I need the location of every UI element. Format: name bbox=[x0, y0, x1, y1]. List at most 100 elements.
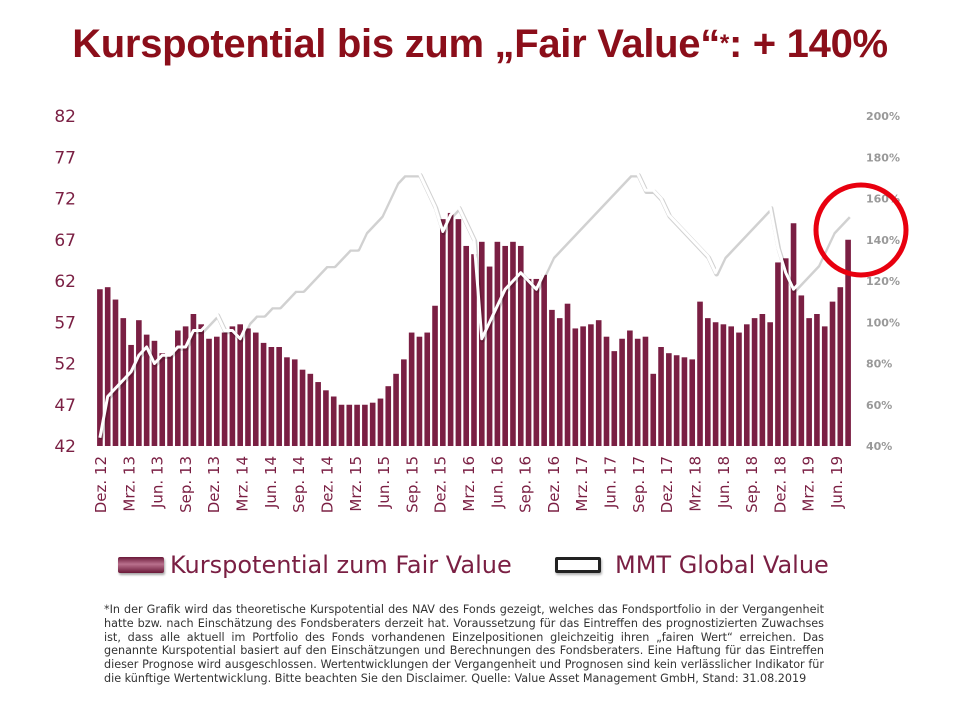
bar bbox=[627, 330, 633, 446]
x-tick-label: Mrz. 13 bbox=[120, 456, 138, 512]
left-y-tick-label: 57 bbox=[54, 313, 76, 333]
bar bbox=[424, 332, 431, 446]
bar bbox=[221, 332, 228, 446]
left-y-tick-label: 77 bbox=[54, 148, 76, 168]
x-tick-label: Sep. 17 bbox=[630, 456, 648, 513]
bar bbox=[237, 324, 243, 446]
bar bbox=[159, 353, 166, 446]
bar bbox=[455, 219, 462, 447]
bar bbox=[245, 328, 251, 446]
bar bbox=[650, 373, 657, 446]
x-tick-label: Jun. 16 bbox=[488, 456, 506, 509]
bar bbox=[837, 287, 844, 446]
bar bbox=[814, 314, 820, 446]
bar bbox=[198, 324, 205, 446]
title-asterisk: * bbox=[719, 30, 729, 57]
x-tick-label: Dez. 13 bbox=[205, 456, 223, 513]
bar bbox=[112, 299, 119, 446]
x-tick-label: Dez. 18 bbox=[771, 456, 789, 513]
bar bbox=[447, 212, 454, 446]
x-tick-label: Jun. 18 bbox=[715, 456, 733, 509]
legend-label-line: MMT Global Value bbox=[615, 551, 829, 579]
x-tick-label: Sep. 16 bbox=[517, 456, 535, 513]
left-y-tick-label: 52 bbox=[54, 355, 76, 375]
right-y-tick-label: 100% bbox=[866, 316, 900, 329]
bar bbox=[525, 278, 532, 446]
bar bbox=[128, 344, 134, 446]
bar bbox=[206, 338, 212, 446]
x-tick-label: Dez. 15 bbox=[432, 456, 450, 513]
x-tick-label: Mrz. 17 bbox=[573, 456, 591, 512]
bar bbox=[494, 241, 501, 446]
bar bbox=[782, 258, 789, 446]
x-tick-label: Mrz. 15 bbox=[347, 456, 365, 512]
left-y-tick-label: 67 bbox=[54, 231, 76, 251]
legend-item-bars: Kurspotential zum Fair Value bbox=[118, 545, 512, 585]
bar bbox=[759, 314, 766, 446]
bar bbox=[323, 390, 329, 446]
legend-item-line: MMT Global Value bbox=[555, 545, 829, 585]
title-main: Kurspotential bis zum „Fair Value“ bbox=[72, 22, 720, 66]
bar bbox=[463, 245, 470, 446]
bar bbox=[346, 404, 353, 446]
bar bbox=[689, 359, 696, 447]
x-tick-label: Sep. 13 bbox=[177, 456, 195, 513]
bar bbox=[136, 320, 142, 446]
bar bbox=[354, 404, 360, 446]
bar bbox=[564, 303, 571, 446]
legend-swatch-bars bbox=[118, 557, 164, 573]
bar bbox=[580, 326, 586, 447]
left-y-tick-label: 42 bbox=[54, 437, 76, 457]
x-tick-label: Jun. 15 bbox=[375, 456, 393, 509]
bar bbox=[175, 330, 181, 446]
bar bbox=[471, 254, 477, 446]
x-tick-label: Jun. 17 bbox=[602, 456, 620, 509]
right-y-tick-label: 60% bbox=[866, 399, 892, 412]
x-tick-label: Dez. 16 bbox=[545, 456, 563, 513]
right-y-tick-label: 200% bbox=[866, 110, 900, 123]
x-axis: Dez. 12 Mrz. 13 Jun. 13 Sep. 13 Dez. 13 Mrz. … bbox=[92, 456, 846, 513]
bar bbox=[268, 347, 275, 446]
bar bbox=[821, 326, 828, 447]
bar bbox=[533, 278, 540, 446]
right-y-axis: 40%60%80%100%120%140%160%180%200% bbox=[866, 110, 900, 453]
bar bbox=[658, 347, 664, 446]
bar bbox=[673, 355, 680, 446]
bar bbox=[276, 347, 282, 446]
bar bbox=[619, 338, 625, 446]
bar bbox=[798, 295, 805, 446]
left-y-tick-label: 62 bbox=[54, 272, 76, 292]
x-tick-label: Sep. 18 bbox=[743, 456, 761, 513]
bar bbox=[510, 241, 516, 446]
bar bbox=[478, 241, 485, 446]
bar bbox=[408, 332, 415, 446]
bar bbox=[385, 386, 392, 446]
bar bbox=[603, 336, 610, 446]
title-suffix: : + 140% bbox=[728, 22, 888, 66]
x-tick-label: Sep. 14 bbox=[290, 456, 308, 513]
bar bbox=[190, 314, 197, 446]
highlight-circle bbox=[813, 182, 909, 278]
bar bbox=[362, 404, 368, 446]
bar bbox=[338, 404, 345, 446]
bar bbox=[829, 301, 836, 447]
x-tick-label: Jun. 14 bbox=[262, 456, 280, 509]
bar bbox=[806, 318, 812, 447]
x-tick-label: Sep. 15 bbox=[403, 456, 421, 513]
right-y-tick-label: 40% bbox=[866, 440, 892, 453]
bar bbox=[252, 332, 259, 446]
bar bbox=[486, 266, 493, 446]
bar bbox=[595, 320, 602, 446]
right-y-tick-label: 120% bbox=[866, 275, 900, 288]
bar bbox=[736, 332, 742, 446]
bar bbox=[416, 336, 423, 446]
bar bbox=[214, 336, 220, 446]
bar bbox=[167, 355, 173, 446]
legend-label-bars: Kurspotential zum Fair Value bbox=[170, 551, 512, 579]
bar bbox=[284, 357, 290, 446]
left-y-tick-label: 72 bbox=[54, 190, 76, 210]
bar bbox=[611, 351, 618, 447]
right-y-tick-label: 80% bbox=[866, 358, 892, 371]
bar bbox=[401, 359, 407, 447]
x-tick-label: Jun. 13 bbox=[149, 456, 167, 509]
